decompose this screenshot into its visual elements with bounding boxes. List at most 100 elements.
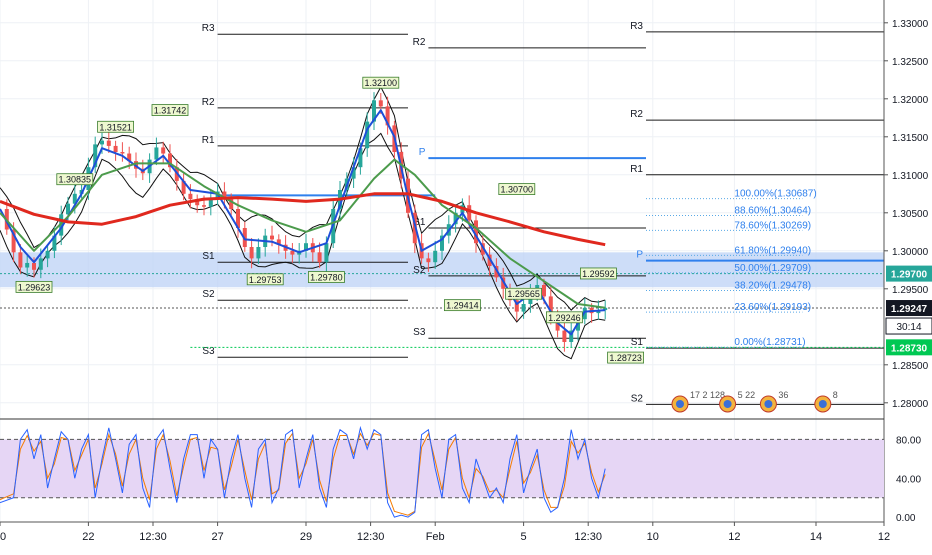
pivot-label: R2 [202, 97, 215, 108]
swing-label: 1.29623 [15, 280, 53, 293]
candle-body [236, 209, 240, 228]
swing-label-text: 1.31521 [99, 122, 132, 132]
price-tick-label: 1.29500 [892, 285, 929, 296]
swing-label-text: 1.30700 [501, 185, 534, 195]
swing-label-box [362, 76, 400, 89]
candle-body [270, 235, 274, 240]
swing-label: 1.29246 [546, 311, 583, 324]
candle-body [372, 100, 376, 122]
swing-label-text: 1.29623 [18, 282, 51, 292]
swing-label: 1.29592 [580, 267, 617, 280]
candle-body [324, 243, 329, 263]
candle-body [154, 147, 159, 160]
swing-label-box [151, 104, 189, 116]
pivot-label: S3 [202, 346, 215, 357]
pivot-label: S2 [202, 289, 215, 300]
fib-label: 50.00%(1.29709) [734, 263, 811, 274]
time-tick-label: 20 [0, 531, 6, 543]
candle-body [603, 307, 608, 311]
pivot-block: R3 R2 R1 S1 S2 S3 [202, 23, 408, 358]
fib-label: 61.80%(1.29940) [734, 245, 811, 256]
candle-body [45, 250, 50, 259]
swing-label-text: 1.30835 [59, 175, 92, 185]
candle-body [72, 193, 77, 204]
time-tick-label: 14 [810, 531, 822, 543]
countdown-label: 30:14 [896, 322, 921, 333]
swing-label: 1.30700 [498, 183, 536, 196]
pivot-label: R2 [413, 37, 426, 48]
swing-label-text: 1.31742 [154, 106, 187, 116]
candle-body [276, 239, 281, 245]
candle-body [93, 144, 98, 168]
event-badge-flag [764, 400, 773, 408]
price-tick-label: 1.28000 [892, 399, 929, 410]
moving-average-2 [0, 158, 606, 309]
candle-body [106, 140, 111, 146]
candle-body [202, 205, 206, 207]
price-tick-label: 1.32000 [892, 95, 929, 106]
candle-body [514, 300, 519, 312]
candle-body [453, 212, 458, 225]
time-tick-label: Feb [426, 531, 445, 543]
event-badge-count: 36 [778, 390, 788, 400]
candle-body [385, 106, 390, 126]
pivot-label: R1 [630, 164, 643, 175]
event-badge-count: 17 2 128 [690, 390, 725, 400]
candle-body [467, 205, 472, 221]
swing-label-box [498, 183, 536, 196]
time-tick-label: 12 [728, 531, 740, 543]
event-badge-count: 5 22 [738, 390, 756, 400]
fib-label: 78.60%(1.30269) [734, 220, 811, 231]
candle-body [548, 296, 553, 316]
swing-label: 1.29565 [505, 287, 543, 300]
candle-body [18, 252, 23, 268]
candle-body [120, 152, 125, 154]
moving-average-1 [0, 109, 606, 336]
pivot-label: R3 [630, 21, 643, 32]
countdown-box [885, 317, 932, 335]
pivot-label: R1 [202, 135, 215, 146]
candle-body [317, 252, 322, 263]
candle-body [222, 191, 227, 200]
pivot-label: R3 [202, 23, 215, 34]
candle-body [440, 235, 444, 251]
price-tick-label: 1.31000 [892, 171, 929, 182]
candle-body [52, 235, 57, 251]
time-tick-label: 12:30 [574, 531, 602, 543]
candle-body [32, 262, 36, 270]
swing-label: 1.29414 [443, 299, 481, 312]
time-tick-label: 29 [300, 531, 312, 543]
swing-label-box [307, 271, 345, 283]
price-tick-label: 1.33000 [892, 19, 929, 30]
candle-body [474, 220, 478, 244]
swing-label-box [580, 267, 617, 280]
candle-body [25, 262, 30, 268]
candle-body [249, 247, 254, 259]
candle-body [358, 148, 363, 168]
pivot-label: S2 [631, 393, 644, 404]
swing-label: 1.29780 [307, 271, 345, 283]
candle-body [542, 285, 546, 297]
time-tick-label: 12:30 [139, 531, 167, 543]
candle-body [351, 167, 356, 179]
swing-label: 1.31742 [151, 104, 189, 116]
candle-body [433, 250, 438, 263]
pivot-label: S1 [202, 251, 215, 262]
event-badge-flag [818, 400, 827, 408]
candle-body [195, 199, 200, 206]
swing-label-box [97, 120, 134, 133]
time-axis: 20 22 12:30 27 29 12:30 Feb 5 12:30 10 12 14 12 [0, 521, 890, 543]
candle-body [426, 258, 431, 263]
candle-body [304, 243, 308, 251]
event-badge-flag [676, 400, 684, 408]
rsi-tick-label: 40.00 [896, 474, 921, 485]
price-tick-label: 1.32500 [892, 57, 929, 68]
time-tick-label: 22 [82, 531, 94, 543]
fib-retracement: 100.00%(1.30687) 88.60%(1.30464) 78.60%(1.… [646, 189, 817, 348]
candle-body [11, 229, 16, 253]
price-axis-marker [886, 339, 932, 356]
time-tick-label: 10 [647, 531, 659, 543]
event-badge: 5 22 [719, 390, 756, 413]
